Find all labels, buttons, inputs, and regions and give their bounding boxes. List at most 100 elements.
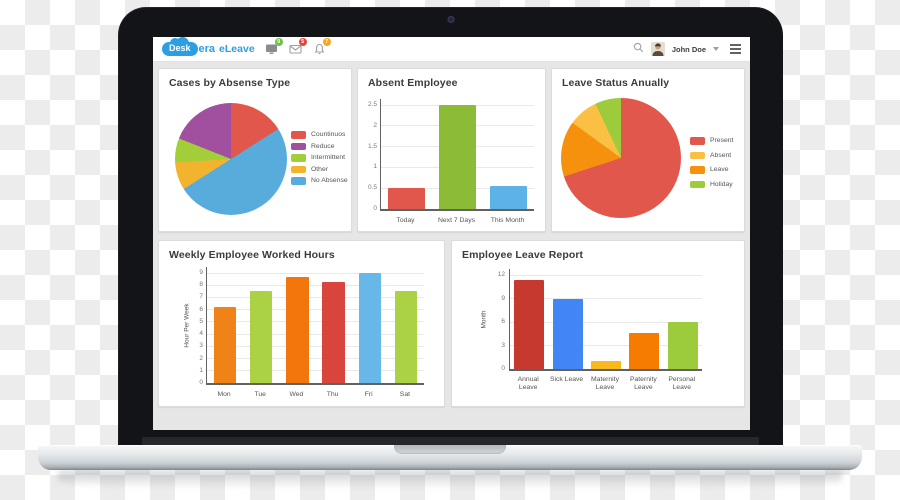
y-tick-label: 1 — [373, 163, 377, 171]
legend-swatch — [690, 137, 705, 145]
envelope-icon[interactable]: 5 — [289, 38, 307, 55]
legend-label: Absent — [710, 151, 732, 159]
app-header: Desk era eLeave 9 — [153, 37, 750, 62]
bar — [667, 322, 698, 369]
x-axis-labels: Today Next 7 Days This Month — [380, 215, 534, 245]
laptop-screen: Desk era eLeave 9 — [153, 37, 750, 430]
legend-item: Present — [690, 137, 733, 145]
gridline — [207, 345, 424, 347]
card-weekly-employee-worked-hours: Weekly Employee Worked Hours Hour Per We… — [158, 240, 445, 407]
card-title: Employee Leave Report — [462, 249, 584, 261]
legend-swatch — [291, 142, 306, 150]
y-tick-label: 0 — [501, 365, 505, 372]
legend-label: Countinuos — [311, 131, 346, 139]
plot-area — [380, 99, 534, 211]
legend-item: Absent — [690, 151, 733, 159]
pie-chart — [175, 103, 287, 215]
y-tick-label: 12 — [497, 271, 505, 278]
gridline — [510, 321, 702, 323]
avatar[interactable] — [650, 42, 665, 56]
product-name: eLeave — [219, 43, 255, 55]
card-title: Weekly Employee Worked Hours — [169, 249, 335, 261]
plot-area — [206, 267, 424, 385]
x-tick-label: Personal Leave — [668, 376, 696, 392]
y-tick-label: 6 — [199, 305, 203, 313]
legend-swatch — [291, 165, 306, 173]
gridline — [510, 345, 702, 346]
y-tick-label: 2 — [199, 354, 203, 362]
legend: Present Absent Leave Holiday — [690, 137, 733, 195]
bell-icon[interactable]: 7 — [313, 38, 331, 55]
legend-label: Holiday — [710, 180, 733, 188]
y-tick-label: 6 — [501, 318, 505, 325]
x-tick-label: Thu — [326, 391, 339, 398]
bar — [489, 186, 528, 209]
y-tick-label: 1 — [199, 366, 203, 374]
bar — [591, 361, 621, 369]
menu-icon[interactable] — [730, 44, 741, 54]
y-tick-label: 9 — [501, 294, 505, 302]
bar — [213, 307, 237, 383]
bar — [322, 281, 345, 383]
y-tick-label: 3 — [501, 341, 505, 349]
x-tick-label: Sat — [399, 391, 410, 398]
legend-label: Reduce — [311, 142, 335, 150]
legend-item: Other — [291, 165, 348, 173]
monitor-icon[interactable]: 9 — [265, 38, 283, 55]
y-tick-label: 2 — [373, 121, 377, 129]
bar — [387, 188, 426, 209]
x-axis-labels: Annual Leave Sick Leave Maternity Leave Pat… — [509, 374, 702, 404]
gridline — [207, 321, 424, 323]
card-leave-status-anually: Leave Status Anually Present Absent Leave H… — [551, 68, 745, 232]
y-tick-label: 0 — [199, 379, 203, 386]
x-tick-label: Fri — [364, 391, 373, 398]
legend-swatch — [291, 154, 306, 162]
legend-swatch — [690, 166, 705, 174]
bar — [552, 298, 583, 369]
card-employee-leave-report: Employee Leave Report Month 0 3 6 9 12 Annua… — [451, 240, 745, 407]
legend-label: Present — [710, 137, 734, 145]
legend-label: Intermittent — [311, 154, 345, 162]
search-icon[interactable] — [633, 40, 644, 58]
gridline — [207, 370, 424, 372]
legend-item: Leave — [690, 166, 733, 174]
bar — [514, 280, 545, 369]
user-name[interactable]: John Doe — [671, 44, 706, 54]
bar — [438, 105, 477, 209]
legend-swatch — [690, 151, 705, 159]
x-tick-label: Mon — [217, 391, 231, 398]
card-cases-by-absense-type: Cases by Absense Type Countinuos Reduce In… — [158, 68, 352, 232]
notification-badge: 9 — [274, 38, 283, 46]
legend: Countinuos Reduce Intermittent Other No Abse… — [291, 131, 348, 189]
header-right-group: John Doe — [633, 40, 741, 58]
y-axis-ticks: 0 0.5 1 1.5 2 2.5 — [358, 99, 377, 212]
card-title: Absent Employee — [368, 77, 458, 89]
laptop-base — [38, 445, 862, 470]
notification-badge: 5 — [298, 38, 307, 46]
card-absent-employee: Absent Employee 0 0.5 1 1.5 2 2.5 Today Next 7… — [357, 68, 546, 232]
y-axis-ticks: 0 3 6 9 12 — [485, 269, 505, 372]
laptop-lid: Desk era eLeave 9 — [118, 7, 783, 450]
webcam-dot — [447, 16, 454, 23]
x-tick-label: Tue — [254, 391, 266, 398]
legend-item: Countinuos — [291, 131, 348, 139]
y-tick-label: 8 — [199, 281, 203, 289]
legend-item: Reduce — [291, 142, 348, 150]
brand-logo[interactable]: Desk era eLeave — [162, 37, 255, 56]
x-tick-label: Next 7 Days — [437, 217, 476, 224]
legend-swatch — [690, 180, 705, 188]
y-axis-ticks: 0 1 2 3 4 5 6 7 8 9 — [185, 267, 203, 386]
gridline — [207, 296, 424, 298]
x-tick-label: Annual Leave — [517, 376, 539, 392]
y-tick-label: 1.5 — [367, 142, 377, 150]
x-tick-label: Sick Leave — [549, 376, 584, 383]
x-tick-label: Today — [396, 217, 415, 224]
card-title: Cases by Absense Type — [169, 77, 291, 89]
y-tick-label: 0 — [373, 205, 377, 212]
chevron-down-icon[interactable] — [713, 47, 719, 51]
y-tick-label: 5 — [199, 317, 203, 325]
gridline — [207, 358, 424, 360]
notification-badge: 7 — [322, 38, 331, 46]
gridline — [207, 272, 424, 274]
